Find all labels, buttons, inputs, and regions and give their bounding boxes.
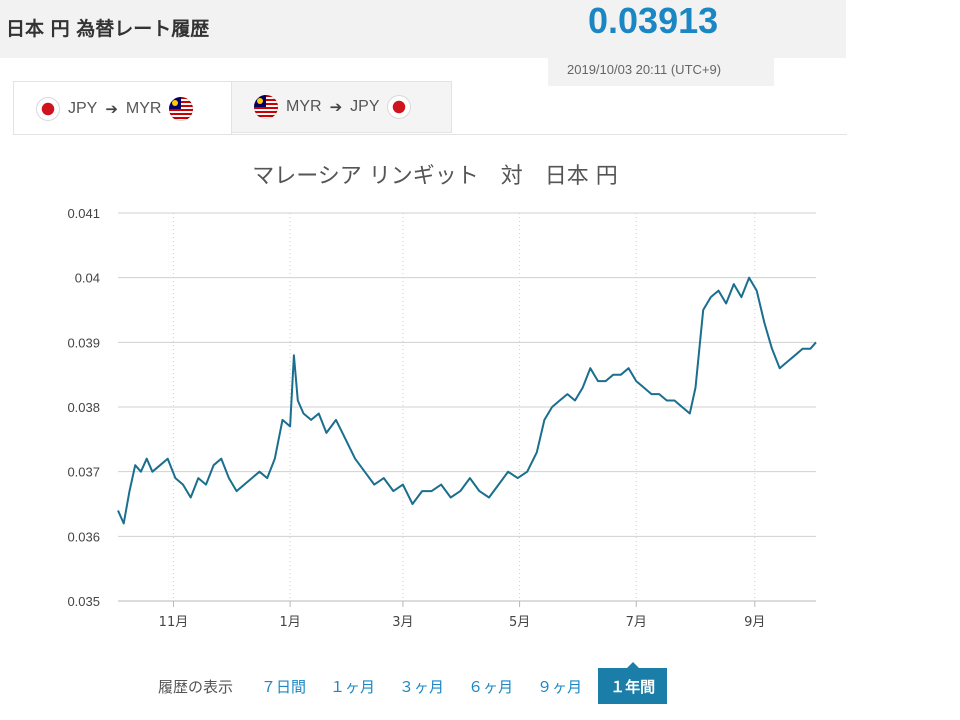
tab-from-currency: JPY <box>68 99 98 117</box>
header-bar <box>0 0 846 58</box>
y-tick-label: 0.039 <box>67 335 100 350</box>
period-3-months-button[interactable]: ３ヶ月 <box>399 677 445 696</box>
arrow-right-icon: ➔ <box>105 100 118 118</box>
y-tick-label: 0.038 <box>67 400 100 415</box>
period-1-year-button[interactable]: １年間 <box>598 662 668 704</box>
period-1-month-button[interactable]: １ヶ月 <box>330 677 376 696</box>
period-selector: 履歴の表示 ７日間 １ヶ月 ３ヶ月 ６ヶ月 ９ヶ月 １年間 <box>158 662 668 704</box>
period-6-months-button[interactable]: ６ヶ月 <box>468 677 514 696</box>
y-tick-label: 0.036 <box>67 529 100 544</box>
x-tick-label: 7月 <box>626 615 647 630</box>
malaysia-flag-icon <box>169 96 194 121</box>
tab-from-currency: MYR <box>286 98 322 115</box>
period-9-months-button[interactable]: ９ヶ月 <box>537 677 583 696</box>
x-tick-label: 1月 <box>279 615 300 630</box>
japan-flag-icon <box>36 96 60 121</box>
chart-title: マレーシア リンギット 対 日本 円 <box>252 164 618 189</box>
arrow-right-icon: ➔ <box>329 99 343 116</box>
tab-divider <box>13 134 847 135</box>
y-tick-label: 0.041 <box>67 206 100 221</box>
japan-flag-icon <box>387 95 412 119</box>
x-tick-label: 3月 <box>392 615 413 630</box>
x-tick-label: 5月 <box>509 615 530 630</box>
tab-to-currency: JPY <box>350 98 380 115</box>
y-tick-label: 0.04 <box>75 271 100 286</box>
tab-jpy-to-myr[interactable]: JPY ➔ MYR <box>13 81 232 135</box>
tab-myr-to-jpy[interactable]: MYR ➔ JPY <box>232 81 452 133</box>
period-label: 履歴の表示 <box>158 677 234 696</box>
timestamp-box <box>548 58 774 86</box>
tab-to-currency: MYR <box>125 99 162 117</box>
rate-line <box>117 276 817 525</box>
current-rate: 0.03913 <box>588 0 719 41</box>
x-tick-label: 9月 <box>744 615 765 630</box>
y-tick-label: 0.037 <box>67 465 100 480</box>
rate-timestamp: 2019/10/03 20:11 (UTC+9) <box>567 62 722 77</box>
exchange-rate-chart: 0.041 0.04 0.039 0.038 0.037 0.036 0.035 11月 1月 3… <box>67 206 817 630</box>
page-title: 日本 円 為替レート履歴 <box>6 18 210 40</box>
period-7-days-button[interactable]: ７日間 <box>261 677 307 696</box>
y-tick-label: 0.035 <box>67 594 100 609</box>
malaysia-flag-icon <box>254 95 278 119</box>
x-tick-label: 11月 <box>159 615 189 630</box>
